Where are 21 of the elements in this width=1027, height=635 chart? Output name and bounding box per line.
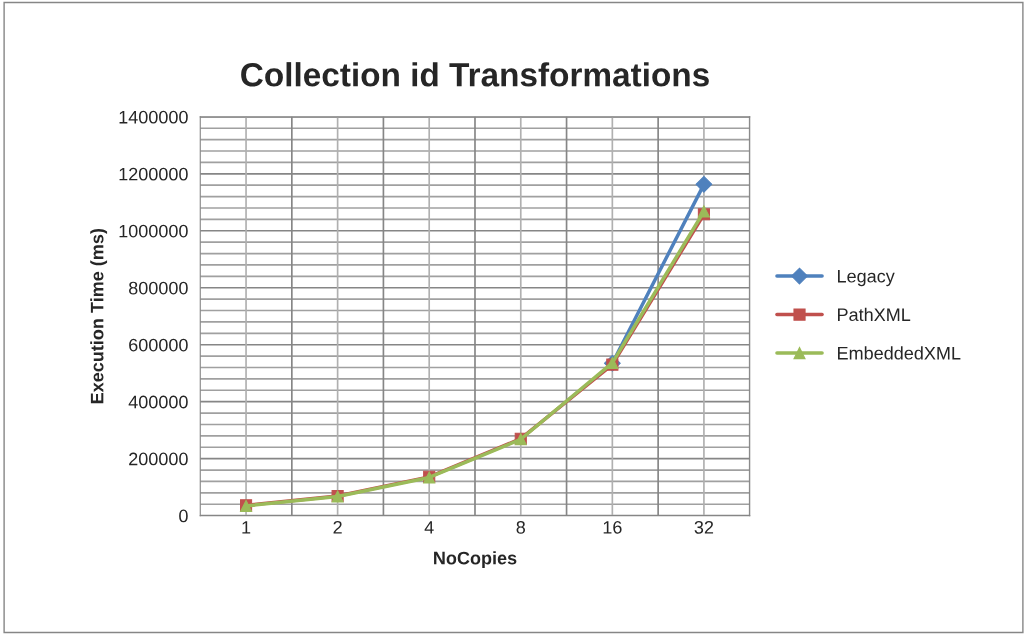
x-tick-label: 4: [424, 521, 434, 534]
legend-label: Legacy: [838, 269, 895, 287]
x-tick-label: 2: [333, 520, 342, 534]
x-axis-title: NoCopies: [434, 551, 517, 569]
point: [695, 175, 713, 193]
y-axis-title: Execution Time (ms): [90, 228, 108, 404]
legend-label: EmbeddedXML: [838, 346, 961, 360]
x-tick-label: 1: [242, 521, 251, 534]
y-tick-label: 1400000: [119, 110, 188, 124]
y-tick-label: 1200000: [119, 167, 188, 181]
legend-label: PathXML: [838, 307, 911, 322]
y-tick-label: 800000: [129, 281, 188, 295]
x-tick-label: 16: [603, 520, 622, 534]
y-tick-label: 1000000: [119, 224, 188, 238]
chart-title: Collection id Transformations: [241, 62, 709, 87]
x-tick-label: 32: [694, 520, 714, 534]
x-tick-label: 8: [516, 520, 526, 534]
y-tick-label: 400000: [128, 395, 188, 409]
y-tick-label: 200000: [129, 452, 188, 466]
y-tick-label: 600000: [129, 338, 188, 352]
y-tick-label: 0: [179, 509, 188, 523]
